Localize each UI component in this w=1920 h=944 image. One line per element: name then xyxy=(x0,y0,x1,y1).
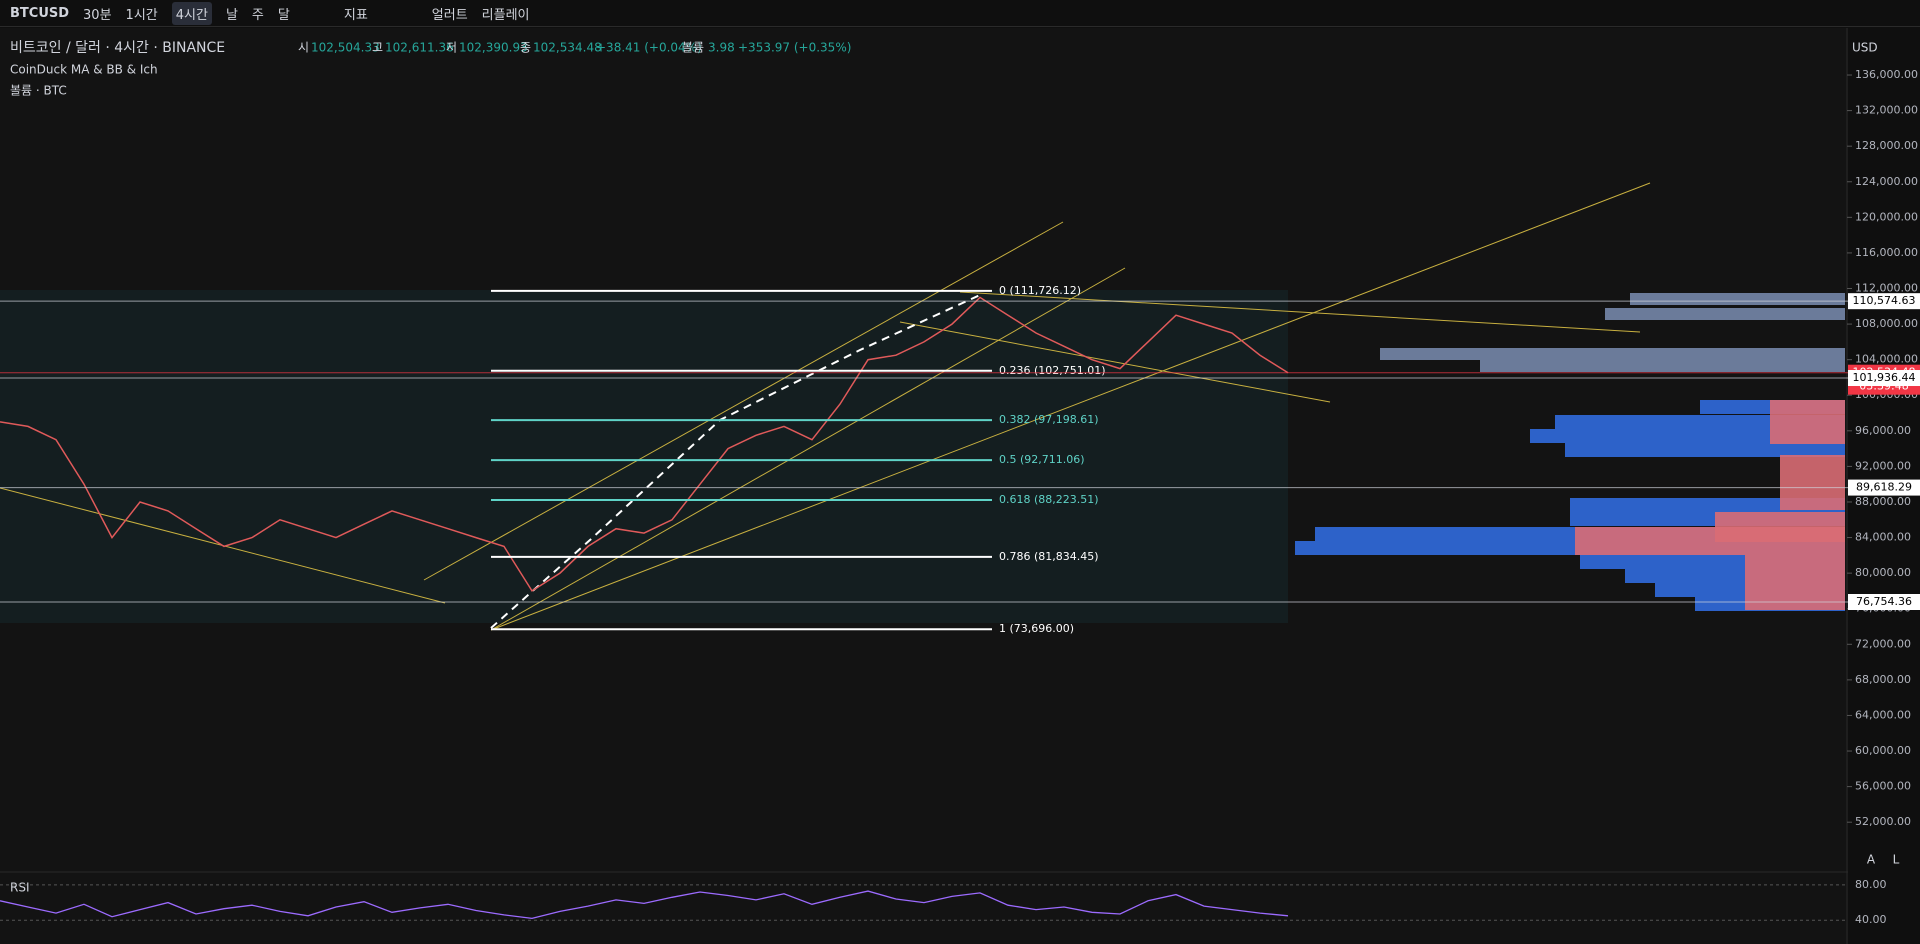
fib-label: 0 (111,726.12) xyxy=(999,284,1081,297)
fib-label: 0.236 (102,751.01) xyxy=(999,364,1106,377)
symbol[interactable]: BTCUSD xyxy=(10,5,70,21)
y-tick-label: 96,000.00 xyxy=(1855,424,1911,437)
currency[interactable]: USD xyxy=(1852,41,1878,55)
rsi-line xyxy=(0,890,1289,920)
price-tag: 110,574.63 xyxy=(1853,294,1916,307)
replay-button[interactable]: 리플레이 xyxy=(481,7,530,23)
interval[interactable]: 1시간 xyxy=(125,7,158,23)
volume-profile xyxy=(1295,293,1845,611)
y-tick-label: 88,000.00 xyxy=(1855,495,1911,508)
ohlc-key: 시 xyxy=(298,41,309,55)
ohlc-value: 102,390.93 xyxy=(459,41,528,55)
interval[interactable]: 주 xyxy=(251,7,264,23)
price-tag-box xyxy=(1848,479,1920,496)
volume-change: +353.97 (+0.35%) xyxy=(738,41,851,55)
ohlc-key: 고 xyxy=(372,41,383,55)
toolbar: BTCUSD 30분 1시간 4시간 날 주 달 지표 얼러트 리플레이 xyxy=(0,0,1920,27)
y-tick-label: 124,000.00 xyxy=(1855,175,1918,188)
ohlc-key: 종 xyxy=(520,41,531,55)
volume-key: 볼륨 xyxy=(682,41,704,55)
interval[interactable]: 달 xyxy=(277,7,290,23)
ohlc-value: 102,504.33 xyxy=(311,41,380,55)
legend-values: 시 102,504.33 고 102,611.36 저 102,390.93 종… xyxy=(298,41,851,55)
y-tick-label: 128,000.00 xyxy=(1855,139,1918,152)
y-tick-label: 136,000.00 xyxy=(1855,68,1918,81)
y-tick-label: 72,000.00 xyxy=(1855,637,1911,650)
ohlc-value: 102,611.36 xyxy=(385,41,454,55)
price-tag-box xyxy=(1848,293,1920,310)
legend-title: 비트코인 / 달러 · 4시간 · BINANCE xyxy=(10,40,225,56)
y-tick-label: 92,000.00 xyxy=(1855,459,1911,472)
y-tick-label: 64,000.00 xyxy=(1855,708,1911,721)
price-tag: 89,618.29 xyxy=(1856,481,1912,494)
y-tick-label: 108,000.00 xyxy=(1855,317,1918,330)
interval[interactable]: 4시간 xyxy=(171,1,212,25)
y-tick-label: 104,000.00 xyxy=(1855,353,1918,366)
scale-button[interactable]: A xyxy=(1867,853,1876,867)
fib-label: 0.382 (97,198.61) xyxy=(999,413,1099,426)
rsi-label: RSI xyxy=(10,881,30,895)
rsi-tick-label: 40.00 xyxy=(1855,913,1887,926)
trend-lines xyxy=(0,182,1651,631)
chart: 비트코인 / 달러 · 4시간 · BINANCE 시 102,504.33 고… xyxy=(0,28,1920,944)
y-tick-label: 56,000.00 xyxy=(1855,780,1911,793)
ohlc-value: 102,534.48 xyxy=(533,41,602,55)
y-tick-label: 116,000.00 xyxy=(1855,246,1918,259)
y-tick-label: 80,000.00 xyxy=(1855,566,1911,579)
volume-study-label: 볼륨 · BTC xyxy=(10,84,67,98)
interval[interactable]: 30분 xyxy=(83,7,112,23)
price-tag-box xyxy=(1848,594,1920,611)
price-tag: 101,936.44 xyxy=(1853,371,1916,384)
rsi-tick-label: 80.00 xyxy=(1855,878,1887,891)
y-tick-label: 120,000.00 xyxy=(1855,210,1918,223)
price-line xyxy=(0,296,1289,592)
change: +38.41 (+0.04%) xyxy=(596,41,702,55)
y-tick-label: 60,000.00 xyxy=(1855,744,1911,757)
fib-label: 0.618 (88,223.51) xyxy=(999,493,1099,506)
scale-button[interactable]: L xyxy=(1893,853,1900,867)
alert-button[interactable]: 얼러트 xyxy=(431,7,468,23)
price-tag-box xyxy=(1848,370,1920,387)
y-tick-label: 52,000.00 xyxy=(1855,815,1911,828)
y-tick-label: 112,000.00 xyxy=(1855,281,1918,294)
y-tick-label: 84,000.00 xyxy=(1855,531,1911,544)
indicator-label: CoinDuck MA & BB & Ich xyxy=(10,63,158,77)
fib-label: 1 (73,696.00) xyxy=(999,622,1074,635)
price-tag: 76,754.36 xyxy=(1856,595,1912,608)
interval[interactable]: 날 xyxy=(225,7,238,23)
fib-label: 0.5 (92,711.06) xyxy=(999,453,1085,466)
y-tick-label: 132,000.00 xyxy=(1855,104,1918,117)
fib-label: 0.786 (81,834.45) xyxy=(999,550,1099,563)
volume: 3.98 xyxy=(708,41,735,55)
y-tick-label: 68,000.00 xyxy=(1855,673,1911,686)
ohlc-key: 저 xyxy=(446,41,457,55)
indicators-button[interactable]: 지표 xyxy=(343,7,368,23)
